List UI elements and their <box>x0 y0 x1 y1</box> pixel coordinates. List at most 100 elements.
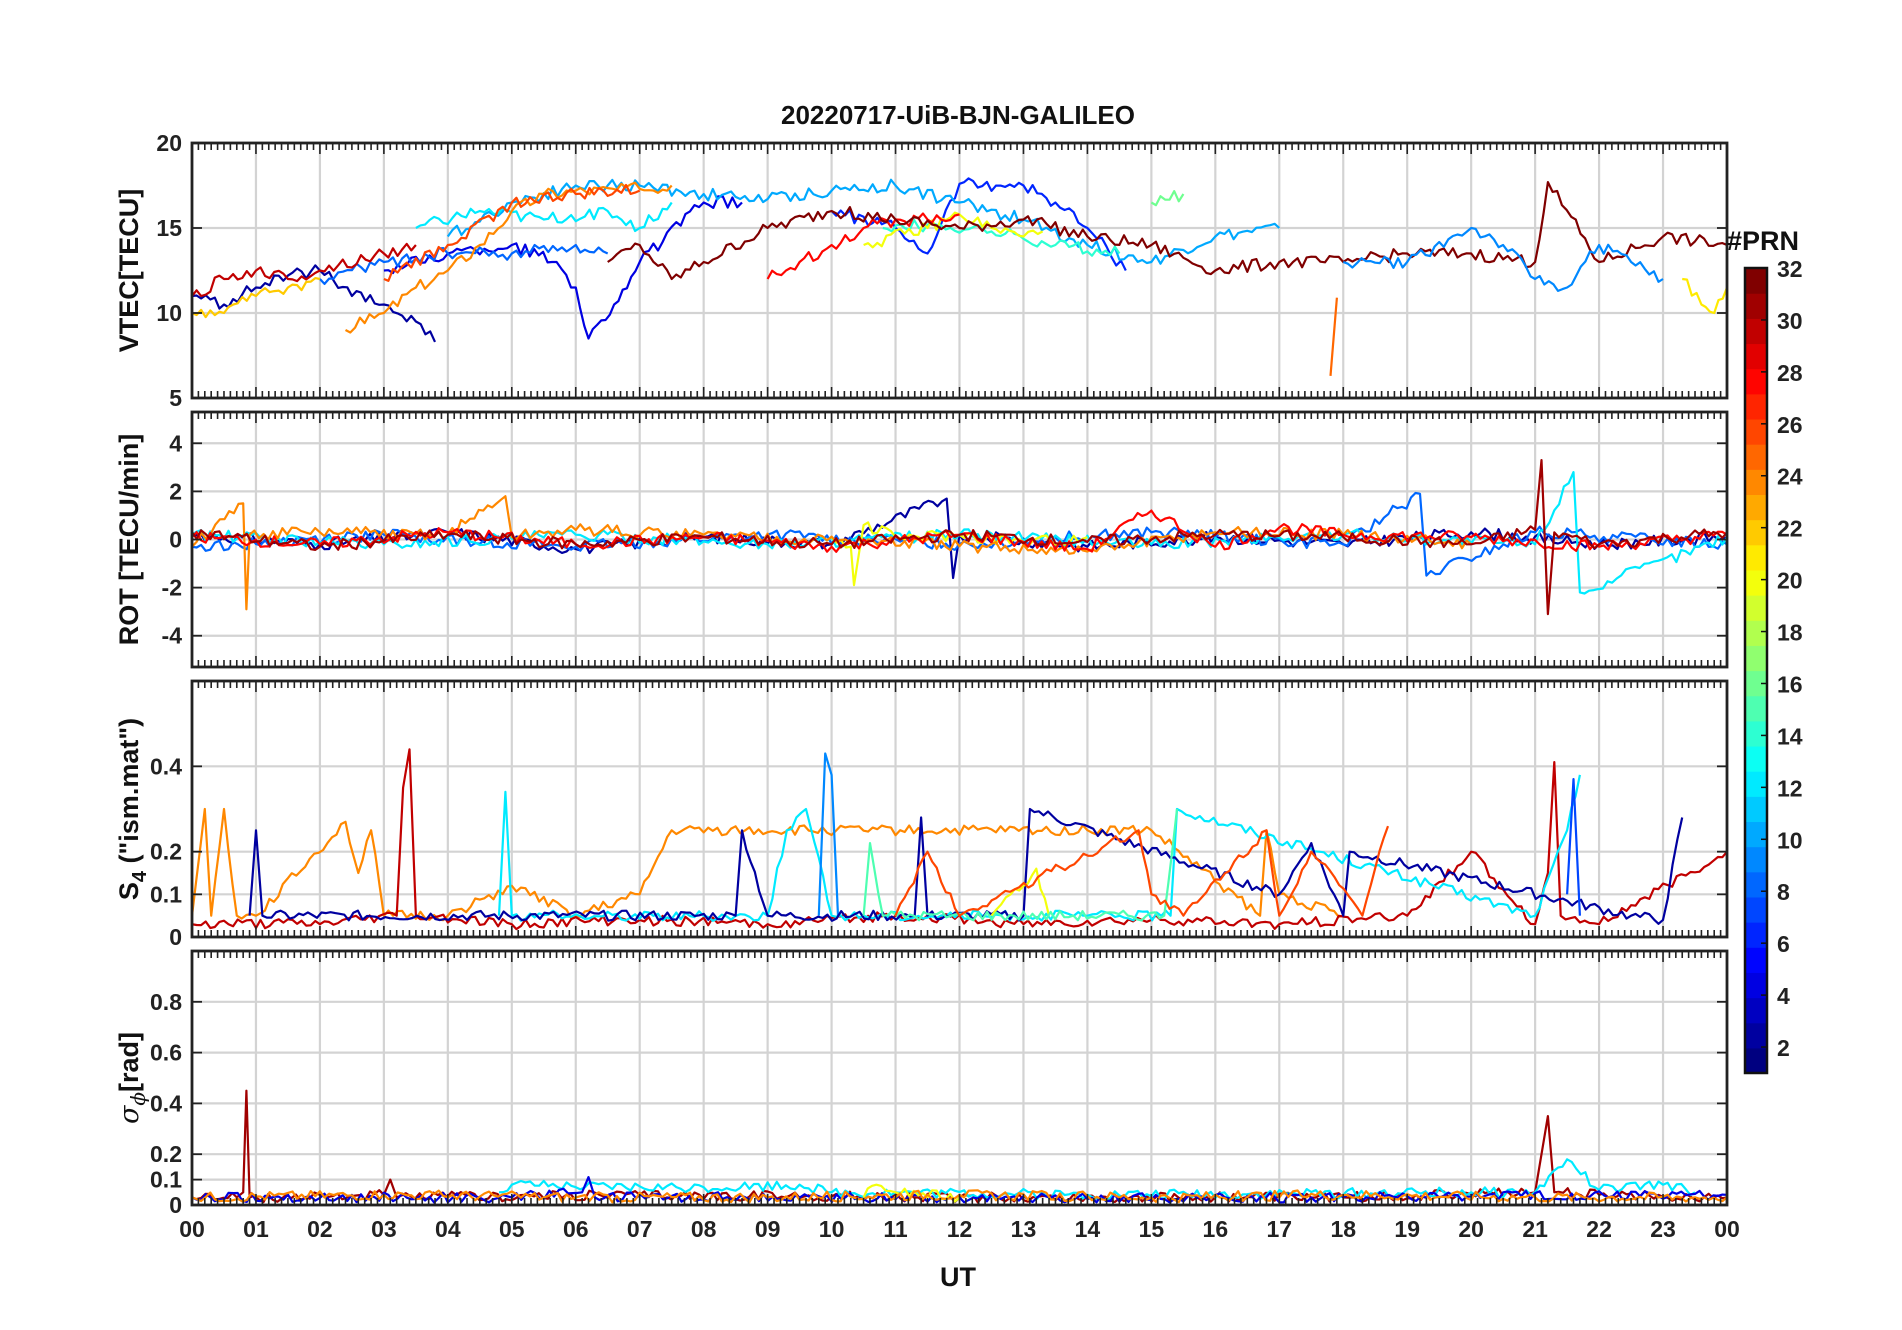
series-line-prn-20 <box>990 867 1051 917</box>
series-line-prn-9 <box>1342 226 1664 292</box>
y-tick-label: 4 <box>169 430 182 456</box>
colorbar-bands <box>1745 268 1767 1074</box>
x-tick-label: 02 <box>307 1216 333 1242</box>
series-line-prn-8 <box>319 243 609 285</box>
series-line-prn-15 <box>862 808 1179 922</box>
x-tick-label: 20 <box>1458 1216 1484 1242</box>
colorbar-band <box>1745 745 1767 772</box>
x-tick-label: 07 <box>627 1216 653 1242</box>
series-line-prn-20 <box>863 211 1044 249</box>
y-tick-label: 20 <box>156 130 182 156</box>
colorbar-band <box>1745 418 1767 445</box>
colorbar-frame <box>1743 266 1769 1075</box>
x-tick-label: 08 <box>691 1216 717 1242</box>
y-tick-label: 0.1 <box>150 1167 182 1193</box>
x-tick-label: 06 <box>563 1216 589 1242</box>
colorbar-tick-label: 32 <box>1777 256 1803 282</box>
series-line-prn-24 <box>192 495 1472 611</box>
y-axis-title: S4 ("ism.mat") <box>114 718 151 900</box>
series-line-prn-24 <box>344 181 673 334</box>
x-tick-label: 10 <box>819 1216 845 1242</box>
series-line-prn-21 <box>1682 277 1727 315</box>
series-group <box>192 459 1727 616</box>
series-line-prn-25 <box>1329 297 1338 376</box>
y-tick-label: 0.4 <box>150 1090 182 1116</box>
series-line-prn-31 <box>192 459 1727 616</box>
x-tick-label: 04 <box>435 1216 461 1242</box>
colorbar-band <box>1745 1022 1767 1049</box>
series-line-prn-14 <box>882 218 1121 257</box>
series-line-prn-7 <box>1566 777 1581 916</box>
x-tick-label: 18 <box>1330 1216 1356 1242</box>
colorbar-band <box>1745 268 1767 294</box>
colorbar-tick-label: 18 <box>1777 620 1803 646</box>
series-line-prn-32 <box>607 181 1727 281</box>
colorbar-band <box>1745 821 1767 848</box>
series-line-prn-2 <box>192 264 437 343</box>
colorbar-tick-label: 24 <box>1777 464 1803 490</box>
panel-s4: 0 0.1 0.2 0.4S4 ("ism.mat") <box>114 679 1729 950</box>
y-tick-label: 0 <box>169 527 182 553</box>
colorbar-band <box>1745 796 1767 823</box>
colorbar-tick-label: 8 <box>1777 879 1790 905</box>
y-tick-label: 2 <box>169 478 182 504</box>
x-axis-title: UT <box>940 1262 976 1292</box>
colorbar-tick-label: 12 <box>1777 775 1803 801</box>
x-ticks <box>191 412 1728 667</box>
x-tick-label: 11 <box>883 1216 908 1242</box>
x-tick-label: 17 <box>1266 1216 1292 1242</box>
series-line-prn-2 <box>248 807 1684 925</box>
series-line-prn-30 <box>192 242 417 298</box>
x-tick-label: 00 <box>179 1216 205 1242</box>
x-tick-label: 15 <box>1139 1216 1165 1242</box>
series-line-prn-10 <box>446 178 1281 265</box>
series-line-prn-26 <box>383 183 641 282</box>
series-group <box>192 748 1727 931</box>
y-tick-label: -4 <box>162 623 183 649</box>
y-tick-label: 15 <box>156 215 182 241</box>
colorbar-band <box>1745 720 1767 747</box>
panel-frame <box>190 949 1729 1207</box>
colorbar-tick-label: 14 <box>1777 723 1803 749</box>
colorbar-tick-label: 6 <box>1777 931 1790 957</box>
panel-frame <box>190 141 1729 400</box>
panel-vtec: 5 10 15 20 VTEC[TECU] <box>114 130 1729 411</box>
colorbar-band <box>1745 444 1767 470</box>
y-tick-label: -2 <box>162 575 182 601</box>
y-tick-label: 0.4 <box>150 753 182 779</box>
y-tick-label: 0.8 <box>150 989 182 1015</box>
colorbar-tick-label: 2 <box>1777 1035 1790 1061</box>
colorbar-title: #PRN <box>1727 226 1799 256</box>
colorbar-band <box>1745 620 1767 646</box>
colorbar-tick-label: 22 <box>1777 516 1803 542</box>
y-tick-label: 5 <box>169 385 182 411</box>
series-line-prn-26 <box>894 825 1390 917</box>
colorbar-tick-label: 16 <box>1777 671 1803 697</box>
series-group <box>192 177 1727 376</box>
colorbar-band <box>1745 368 1767 395</box>
panel-rot: -4 -2 0 2 4 ROT [TECU/min] <box>114 410 1729 669</box>
x-tick-label: 19 <box>1394 1216 1420 1242</box>
x-tick-label: 01 <box>243 1216 269 1242</box>
y-tick-label: 0.2 <box>150 1141 182 1167</box>
y-tick-label: 0.1 <box>150 881 182 907</box>
colorbar-tick-label: 30 <box>1777 308 1803 334</box>
series-line-prn-12 <box>498 1158 1696 1201</box>
colorbar-band <box>1745 871 1767 898</box>
x-tick-label: 21 <box>1522 1216 1548 1242</box>
colorbar-band <box>1745 544 1767 571</box>
colorbar-band <box>1745 519 1767 546</box>
panel-sigma_phi: 00.10.2 0.4 0.6 0.8σϕ[rad] 00 01 02 03 04 05 06 07 0… <box>114 949 1740 1242</box>
y-tick-label: 0 <box>169 924 182 950</box>
series-line-prn-16 <box>1150 190 1185 207</box>
colorbar-band <box>1745 293 1767 319</box>
y-tick-label: 10 <box>156 300 182 326</box>
x-tick-label: 12 <box>947 1216 973 1242</box>
y-tick-label: 0.6 <box>150 1040 182 1066</box>
colorbar-band <box>1745 695 1767 722</box>
series-line-prn-6 <box>830 177 1127 271</box>
